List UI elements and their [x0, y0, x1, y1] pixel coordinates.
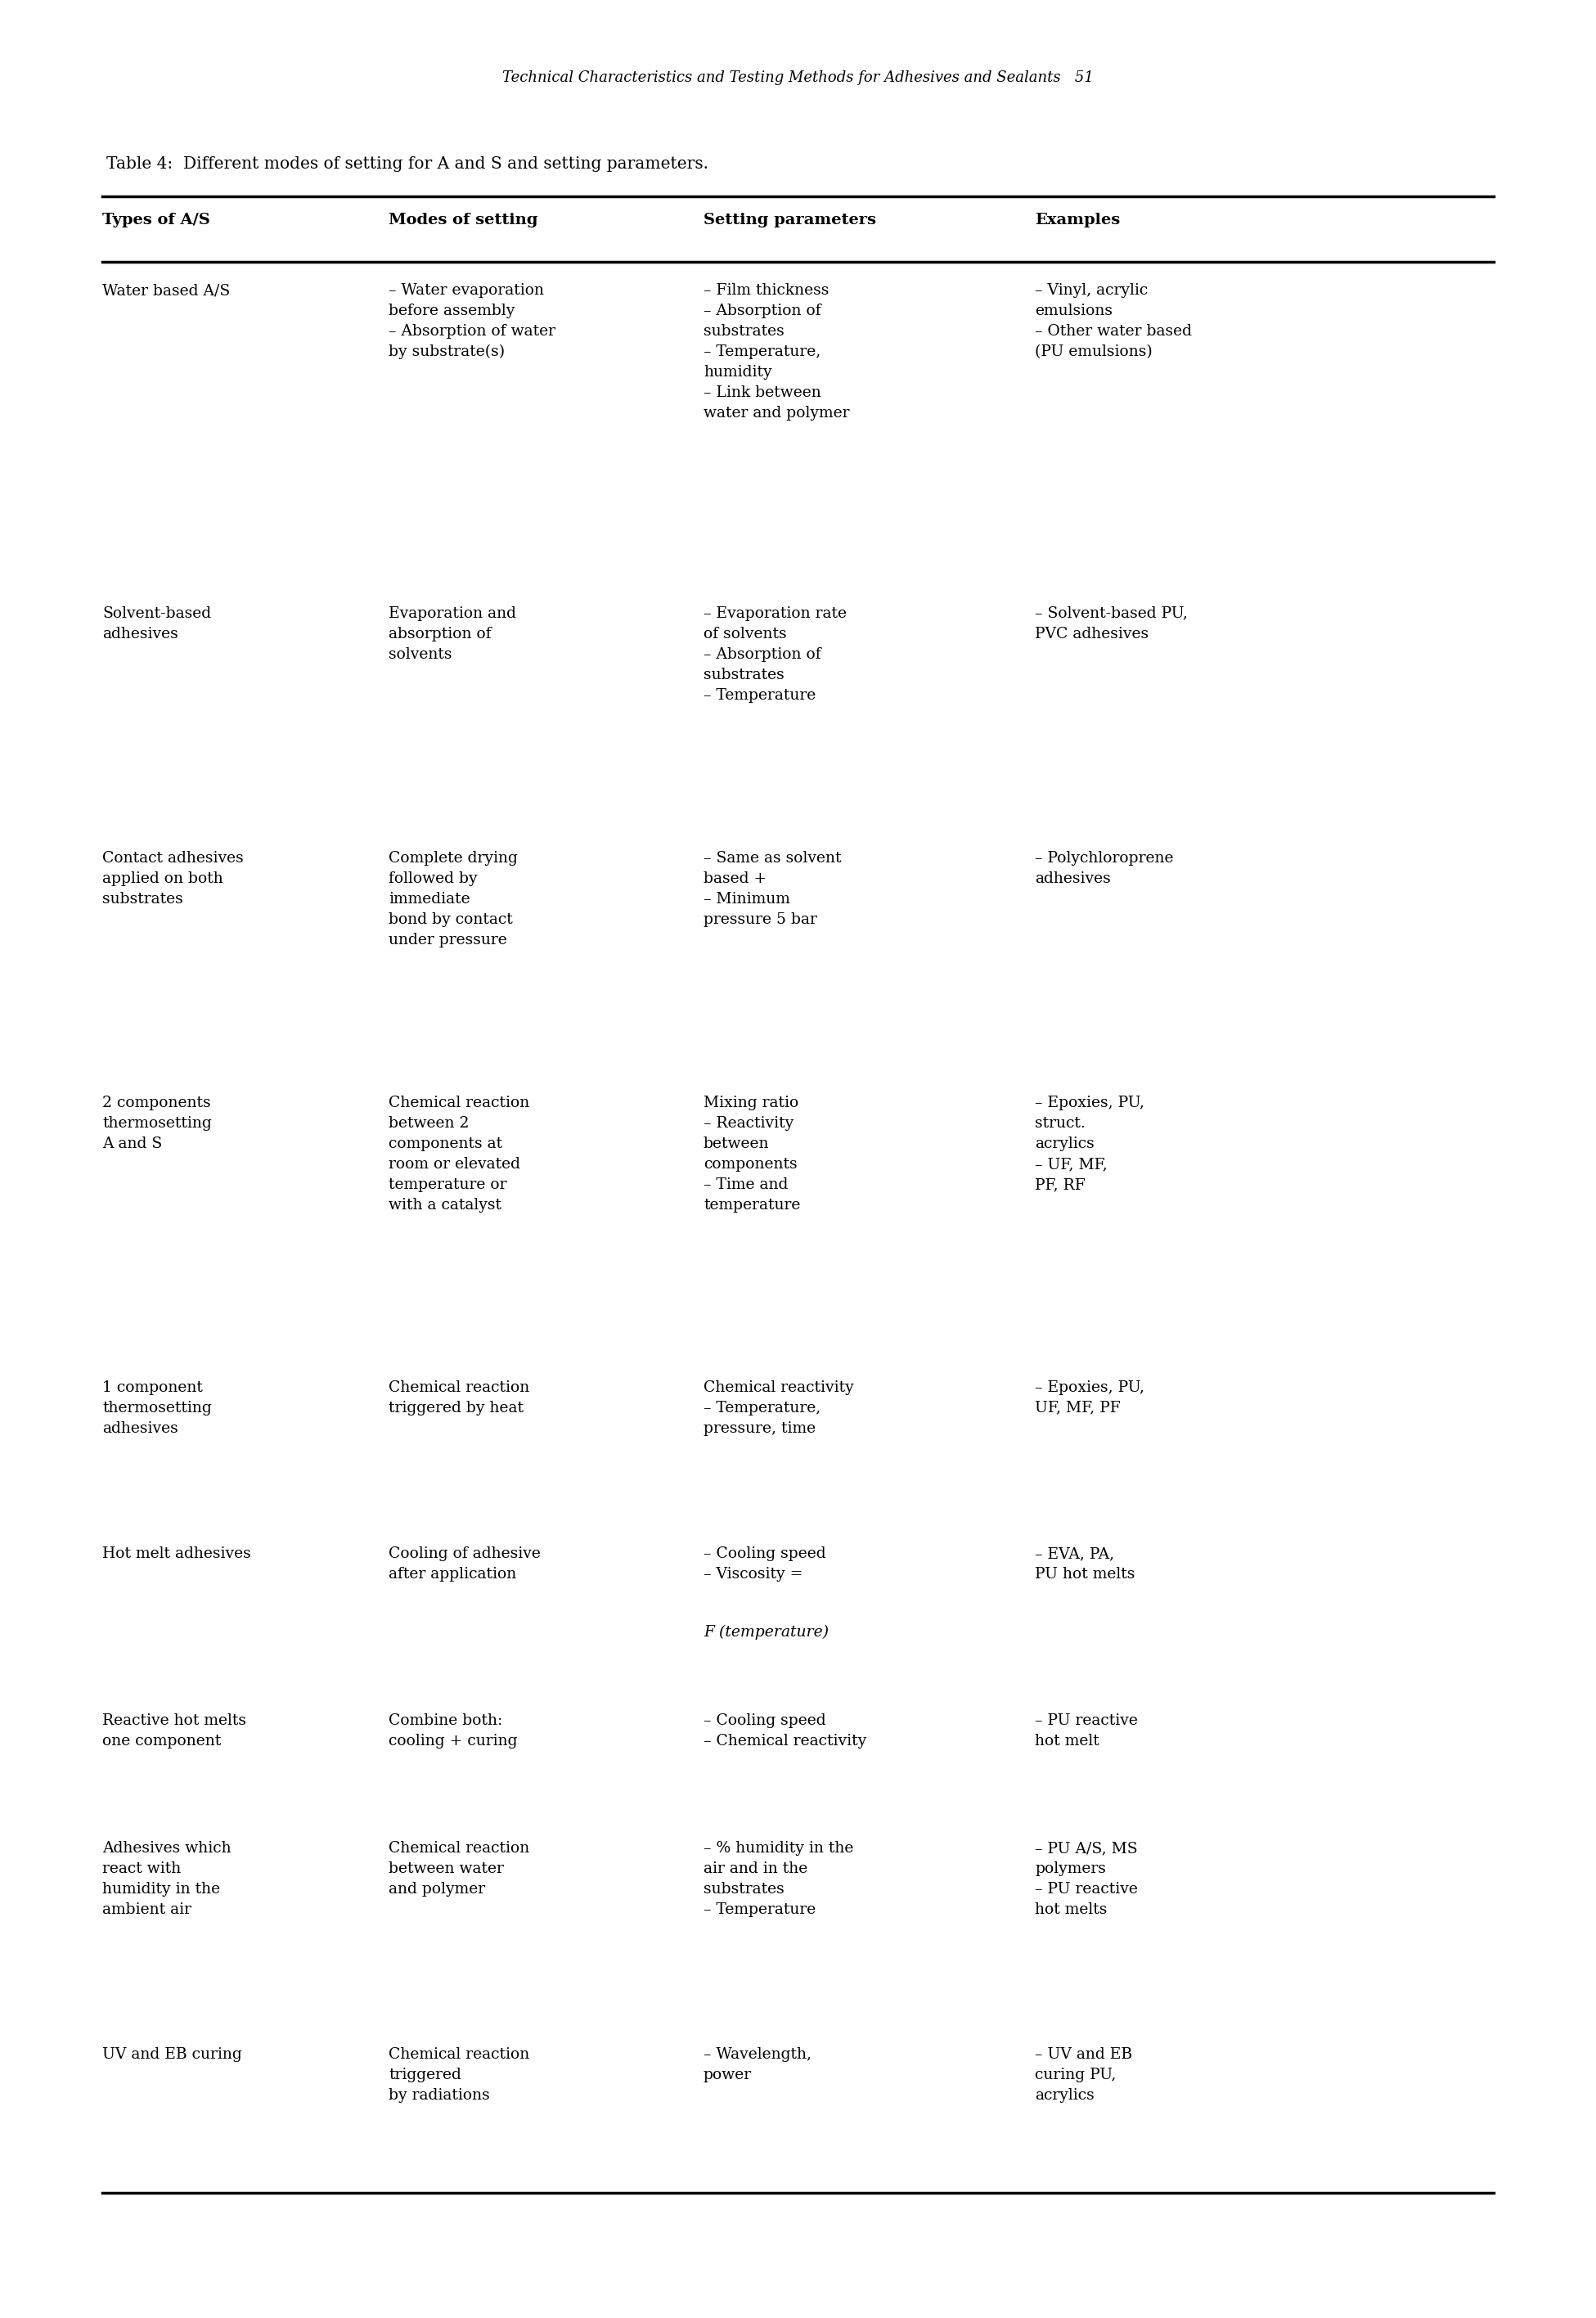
Text: – PU reactive
hot melt: – PU reactive hot melt: [1034, 1713, 1138, 1748]
Text: – PU A/S, MS
polymers
– PU reactive
hot melts: – PU A/S, MS polymers – PU reactive hot …: [1034, 1840, 1138, 1917]
Text: – Epoxies, PU,
UF, MF, PF: – Epoxies, PU, UF, MF, PF: [1034, 1379, 1144, 1414]
Text: Hot melt adhesives: Hot melt adhesives: [102, 1546, 251, 1562]
Text: Chemical reaction
between 2
components at
room or elevated
temperature or
with a: Chemical reaction between 2 components a…: [388, 1096, 530, 1212]
Text: Complete drying
followed by
immediate
bond by contact
under pressure: Complete drying followed by immediate bo…: [388, 851, 517, 948]
Text: – Polychloroprene
adhesives: – Polychloroprene adhesives: [1034, 851, 1173, 885]
Text: Adhesives which
react with
humidity in the
ambient air: Adhesives which react with humidity in t…: [102, 1840, 231, 1917]
Text: UV and EB curing: UV and EB curing: [102, 2047, 243, 2063]
Text: Types of A/S: Types of A/S: [102, 213, 211, 227]
Text: – Epoxies, PU,
struct.
acrylics
– UF, MF,
PF, RF: – Epoxies, PU, struct. acrylics – UF, MF…: [1034, 1096, 1144, 1191]
Text: – Cooling speed
– Chemical reactivity: – Cooling speed – Chemical reactivity: [704, 1713, 867, 1748]
Text: – Vinyl, acrylic
emulsions
– Other water based
(PU emulsions): – Vinyl, acrylic emulsions – Other water…: [1034, 283, 1192, 359]
Text: Chemical reaction
between water
and polymer: Chemical reaction between water and poly…: [388, 1840, 530, 1896]
Text: Setting parameters: Setting parameters: [704, 213, 876, 227]
Text: Solvent-based
adhesives: Solvent-based adhesives: [102, 605, 211, 642]
Text: Chemical reactivity
– Temperature,
pressure, time: Chemical reactivity – Temperature, press…: [704, 1379, 854, 1435]
Text: – Wavelength,
power: – Wavelength, power: [704, 2047, 811, 2082]
Text: 2 components
thermosetting
A and S: 2 components thermosetting A and S: [102, 1096, 212, 1152]
Text: – Evaporation rate
of solvents
– Absorption of
substrates
– Temperature: – Evaporation rate of solvents – Absorpt…: [704, 605, 846, 702]
Text: Combine both:
cooling + curing: Combine both: cooling + curing: [388, 1713, 517, 1748]
Text: – Cooling speed
– Viscosity =: – Cooling speed – Viscosity =: [704, 1546, 825, 1581]
Text: – UV and EB
curing PU,
acrylics: – UV and EB curing PU, acrylics: [1034, 2047, 1132, 2102]
Text: Mixing ratio
– Reactivity
between
components
– Time and
temperature: Mixing ratio – Reactivity between compon…: [704, 1096, 800, 1212]
Text: Chemical reaction
triggered by heat: Chemical reaction triggered by heat: [388, 1379, 530, 1414]
Text: – % humidity in the
air and in the
substrates
– Temperature: – % humidity in the air and in the subst…: [704, 1840, 854, 1917]
Text: Table 4:  Different modes of setting for A and S and setting parameters.: Table 4: Different modes of setting for …: [107, 155, 709, 172]
Text: Evaporation and
absorption of
solvents: Evaporation and absorption of solvents: [388, 605, 516, 661]
Text: Modes of setting: Modes of setting: [388, 213, 538, 227]
Text: Examples: Examples: [1034, 213, 1120, 227]
Text: – Solvent-based PU,
PVC adhesives: – Solvent-based PU, PVC adhesives: [1034, 605, 1187, 642]
Text: – Film thickness
– Absorption of
substrates
– Temperature,
humidity
– Link betwe: – Film thickness – Absorption of substra…: [704, 283, 849, 420]
Text: Water based A/S: Water based A/S: [102, 283, 230, 297]
Text: Cooling of adhesive
after application: Cooling of adhesive after application: [388, 1546, 541, 1581]
Text: Reactive hot melts
one component: Reactive hot melts one component: [102, 1713, 246, 1748]
Text: Contact adhesives
applied on both
substrates: Contact adhesives applied on both substr…: [102, 851, 244, 906]
Text: Chemical reaction
triggered
by radiations: Chemical reaction triggered by radiation…: [388, 2047, 530, 2102]
Text: – Water evaporation
before assembly
– Absorption of water
by substrate(s): – Water evaporation before assembly – Ab…: [388, 283, 555, 359]
Text: Technical Characteristics and Testing Methods for Adhesives and Sealants   51: Technical Characteristics and Testing Me…: [501, 70, 1093, 86]
Text: 1 component
thermosetting
adhesives: 1 component thermosetting adhesives: [102, 1379, 212, 1435]
Text: F (temperature): F (temperature): [704, 1625, 828, 1639]
Text: – EVA, PA,
PU hot melts: – EVA, PA, PU hot melts: [1034, 1546, 1135, 1581]
Text: – Same as solvent
based +
– Minimum
pressure 5 bar: – Same as solvent based + – Minimum pres…: [704, 851, 841, 927]
